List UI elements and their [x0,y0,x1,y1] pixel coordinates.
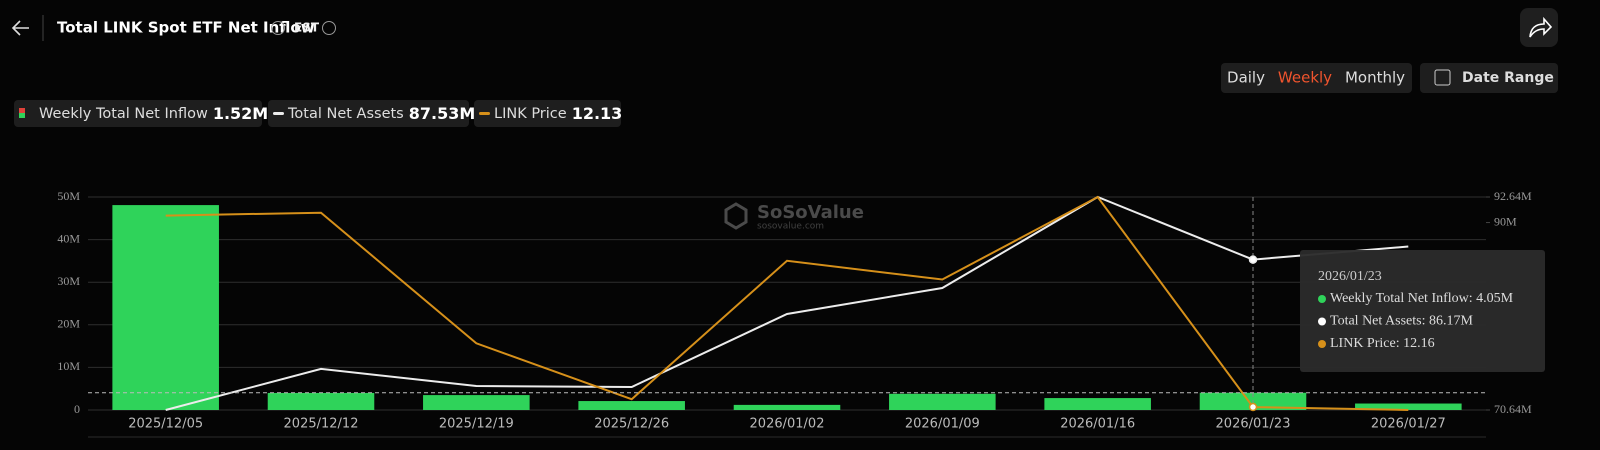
legend-swatch [479,112,490,115]
timezone: EST [294,21,320,35]
legend-swatch [273,112,284,115]
legend-value: 1.52M [213,104,268,123]
legend-name: LINK Price [494,106,567,122]
y-tick-label: 40M [57,231,80,245]
legend-chip[interactable] [14,100,262,127]
period-switch [1221,63,1412,93]
x-tick-label: 2026/01/27 [1371,417,1446,432]
x-tick-label: 2025/12/19 [439,417,514,432]
y-tick-label: 50M [57,189,80,203]
x-tick-label: 2026/01/23 [1216,417,1291,432]
bar [889,393,996,410]
x-tick-label: 2025/12/12 [284,417,359,432]
legend-name: Weekly Total Net Inflow [39,106,208,122]
line-series [165,195,1409,411]
line-series [165,195,1409,411]
calendar-icon [1434,69,1451,86]
x-tick-label: 2025/12/05 [128,417,203,432]
tooltip-swatch [1318,317,1326,326]
hover-point [1248,255,1258,264]
tooltip-swatch [1318,340,1326,348]
bar [733,404,841,410]
y-tick-label: 10M [57,359,80,373]
watermark-logo [724,202,748,230]
legend-entry: Total Net Assets 87.53M [287,104,475,123]
legend-chip[interactable] [474,100,621,127]
tooltip-item: Weekly Total Net Inflow: 4.05M [1330,291,1514,306]
y-tick-label: 30M [57,274,80,288]
y2-tick-label: 92.64M [1494,189,1532,203]
legend-swatch [19,113,25,118]
bar [1355,403,1462,410]
bar [423,395,530,410]
period-group: Daily Weekly Monthly [1227,69,1405,87]
legend-chip[interactable] [268,100,469,127]
bar [578,401,685,410]
legend-value: 12.13 [572,104,623,123]
y-tick-label: 20M [57,317,80,331]
bar [112,205,219,410]
legend-value: 87.53M [409,104,476,123]
legend-entry: Weekly Total Net Inflow 1.52M [39,104,268,123]
bar [1044,398,1151,410]
page-title: Total LINK Spot ETF Net Inflow [57,19,315,37]
tooltip-title: 2026/01/23 [1318,269,1382,284]
x-tick-label: 2026/01/09 [905,417,980,432]
x-tick-label: 2025/12/26 [594,417,669,432]
period-option[interactable]: Weekly [1278,69,1332,87]
legend-swatch [19,108,25,113]
tooltip-box [1300,250,1545,372]
x-tick-label: 2026/01/02 [750,417,825,432]
period-option[interactable]: Daily [1227,69,1265,87]
y2-tick-label: 70.64M [1494,402,1532,416]
info-icon[interactable] [271,21,285,35]
legend-name: Total Net Assets [287,106,404,122]
plot: 0 10M 20M 30M 40M 50M 70.64M 90M 92.64M 2025/12/0… [57,189,1532,432]
legend-entry: LINK Price 12.13 [494,104,622,123]
tooltip-item: Total Net Assets: 86.17M [1330,314,1473,329]
y-tick-label: 0 [74,402,80,416]
legend: Weekly Total Net Inflow 1.52M Total Net As… [14,100,622,127]
share-button[interactable] [1520,8,1558,47]
bar [267,392,375,410]
x-tick-label: 2026/01/16 [1060,417,1135,432]
period-option[interactable]: Monthly [1345,69,1405,87]
tooltip-swatch [1318,295,1326,303]
back-button[interactable] [11,20,29,36]
y2-tick-label: 90M [1494,214,1517,228]
watermark-url: sosovalue.com [757,222,824,232]
tooltip-item: LINK Price: 12.16 [1330,336,1435,351]
tooltip: 2026/01/23 Weekly Total Net Inflow: 4.05M… [1300,250,1545,372]
hover-point [1248,402,1258,412]
watermark-brand: SoSoValue [757,202,864,223]
info-icon[interactable] [322,21,336,35]
date-range-button[interactable] [1420,63,1558,93]
share-icon [1529,16,1553,38]
date-range-label[interactable]: Date Range [1462,70,1554,86]
